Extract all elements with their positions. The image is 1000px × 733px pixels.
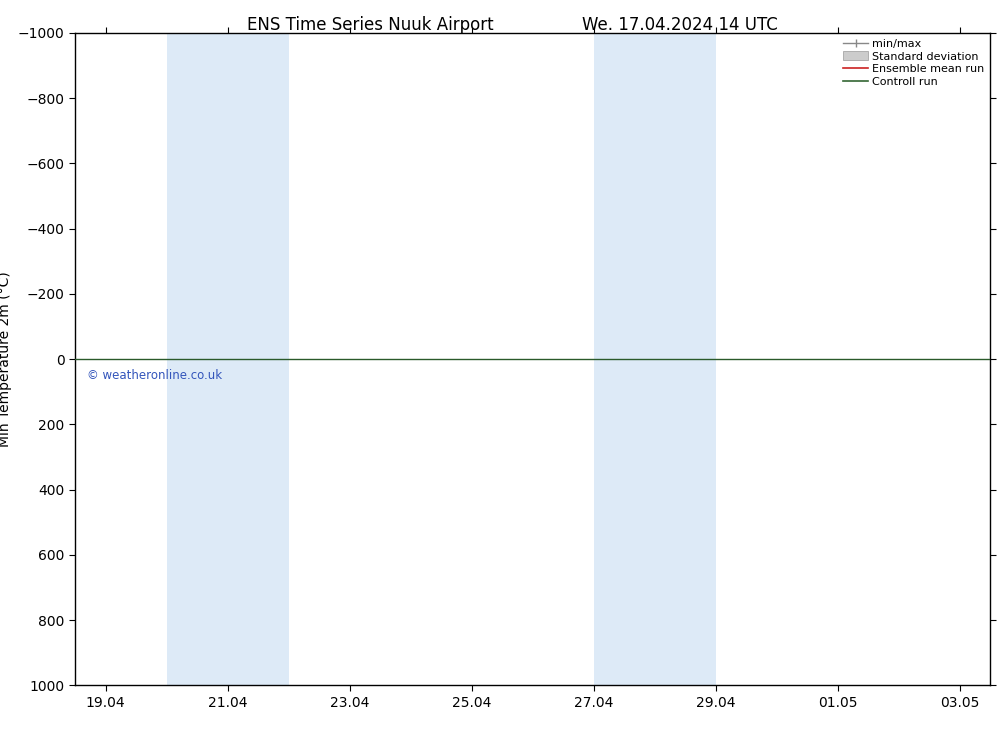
- Text: ENS Time Series Nuuk Airport: ENS Time Series Nuuk Airport: [247, 16, 493, 34]
- Text: © weatheronline.co.uk: © weatheronline.co.uk: [87, 369, 222, 382]
- Legend: min/max, Standard deviation, Ensemble mean run, Controll run: min/max, Standard deviation, Ensemble me…: [841, 37, 987, 89]
- Bar: [594, 33, 716, 685]
- Bar: [166, 33, 288, 685]
- Text: We. 17.04.2024 14 UTC: We. 17.04.2024 14 UTC: [582, 16, 778, 34]
- Y-axis label: Min Temperature 2m (°C): Min Temperature 2m (°C): [0, 271, 12, 447]
